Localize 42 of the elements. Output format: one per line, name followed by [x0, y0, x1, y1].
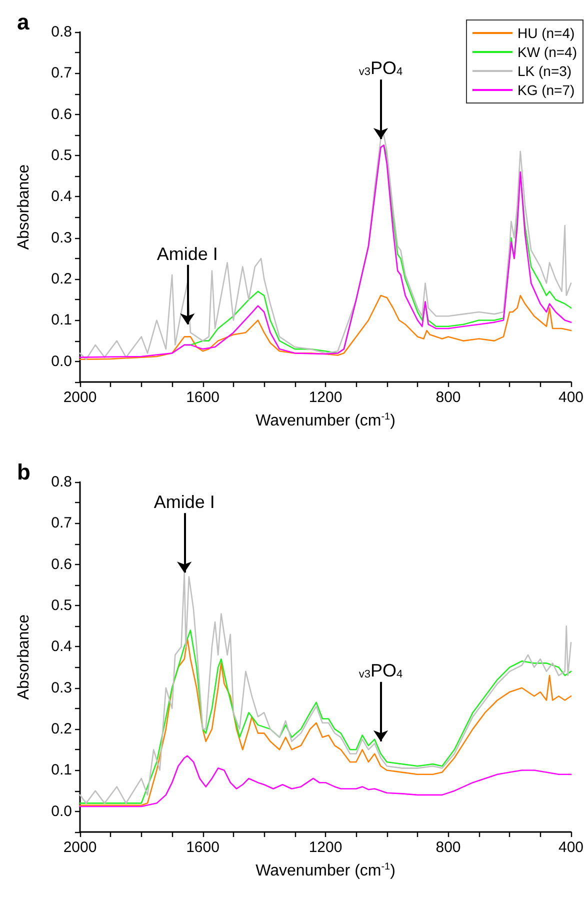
y-tick-label: 0.5	[51, 597, 72, 614]
y-tick-label: 0.4	[51, 638, 72, 656]
y-tick-label: 0.0	[51, 352, 72, 370]
x-tick-label: 400	[558, 839, 584, 856]
y-tick-label: 0.5	[51, 147, 72, 164]
y-tick-label: 0.8	[51, 24, 72, 40]
x-tick-label: 1600	[186, 389, 220, 406]
chart-title: b	[17, 460, 30, 484]
legend-label: KG (n=7)	[517, 82, 575, 98]
x-tick-label: 2000	[63, 389, 97, 406]
annotation: v3PO4	[358, 660, 403, 680]
x-tick-label: 800	[436, 839, 461, 856]
y-tick-label: 0.4	[51, 188, 72, 206]
legend-label: HU (n=4)	[517, 25, 575, 41]
x-tick-label: 1200	[308, 389, 342, 406]
annotation: Amide I	[156, 244, 218, 264]
y-tick-label: 0.7	[51, 514, 72, 532]
y-tick-label: 0.8	[51, 474, 72, 490]
x-tick-label: 800	[436, 389, 461, 406]
y-tick-label: 0.0	[51, 802, 72, 820]
y-tick-label: 0.3	[51, 679, 72, 696]
line-series	[79, 755, 572, 808]
y-tick-label: 0.1	[51, 312, 72, 329]
x-tick-label: 400	[558, 389, 584, 406]
annotation: Amide I	[154, 492, 215, 512]
chart-title: a	[17, 10, 30, 34]
y-tick-label: 0.2	[51, 720, 72, 738]
legend-label: KW (n=4)	[517, 44, 577, 60]
x-tick-label: 2000	[63, 839, 97, 856]
line-series	[79, 294, 572, 360]
y-tick-label: 0.2	[51, 270, 72, 288]
y-tick-label: 0.6	[51, 556, 72, 573]
y-tick-label: 0.1	[51, 762, 72, 779]
x-tick-label: 1600	[186, 839, 220, 856]
y-tick-label: 0.6	[51, 106, 72, 123]
y-axis-title: Absorbance	[16, 614, 32, 700]
annotation: v3PO4	[358, 58, 403, 78]
y-axis-title: Absorbance	[16, 164, 32, 250]
legend-label: LK (n=3)	[517, 63, 572, 79]
y-tick-label: 0.7	[51, 64, 72, 82]
y-tick-label: 0.3	[51, 229, 72, 246]
x-tick-label: 1200	[308, 839, 342, 856]
